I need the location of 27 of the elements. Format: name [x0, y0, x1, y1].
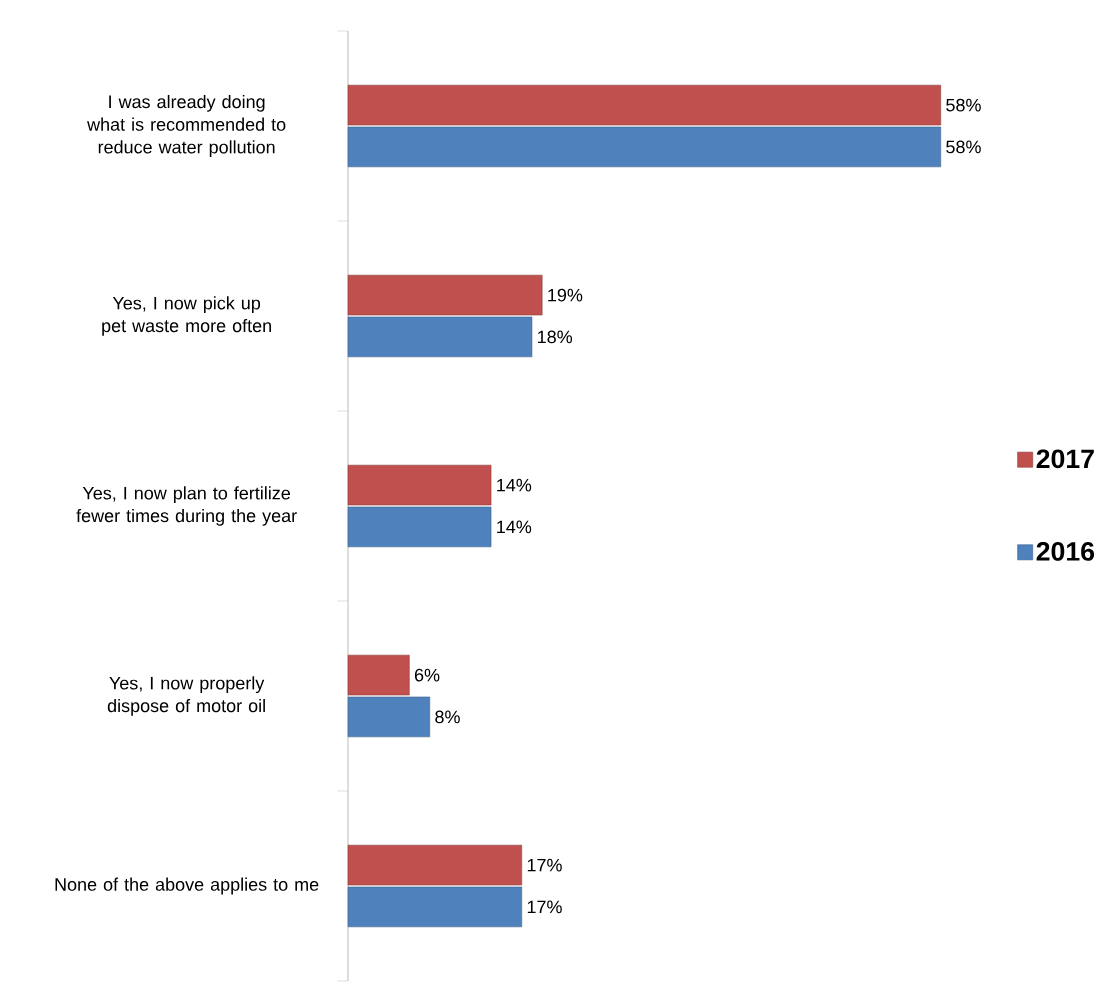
bar	[347, 886, 523, 928]
data-label: 14%	[497, 478, 532, 492]
data-label: 6%	[414, 668, 440, 682]
bar	[347, 464, 492, 506]
bar	[347, 654, 410, 696]
data-label: 14%	[497, 520, 532, 534]
data-label: 58%	[946, 140, 981, 154]
y-tick-label: I was already doing what is recommended to reduce water pollution	[87, 94, 286, 158]
bar	[347, 844, 523, 886]
legend-label: 2017	[1036, 449, 1094, 469]
data-label: 18%	[538, 330, 573, 344]
bar	[347, 84, 941, 126]
data-label: 17%	[527, 900, 562, 914]
legend-label: 2016	[1036, 542, 1095, 561]
y-tick-label: None of the above applies to me	[55, 877, 319, 895]
y-tick-label: Yes, I now pick up pet waste more often	[102, 296, 271, 336]
bar	[347, 274, 543, 316]
data-label: 8%	[435, 710, 460, 724]
data-label: 58%	[946, 98, 981, 112]
bar	[347, 126, 941, 168]
data-label: 19%	[548, 288, 583, 302]
bar	[347, 696, 431, 738]
data-label: 17%	[527, 858, 562, 872]
y-tick-label: Yes, I now plan to fertilize fewer times during the year	[76, 486, 297, 526]
bar	[347, 506, 492, 548]
bar	[347, 316, 533, 358]
y-tick-label: Yes, I now properly dispose of motor oil	[107, 676, 265, 716]
